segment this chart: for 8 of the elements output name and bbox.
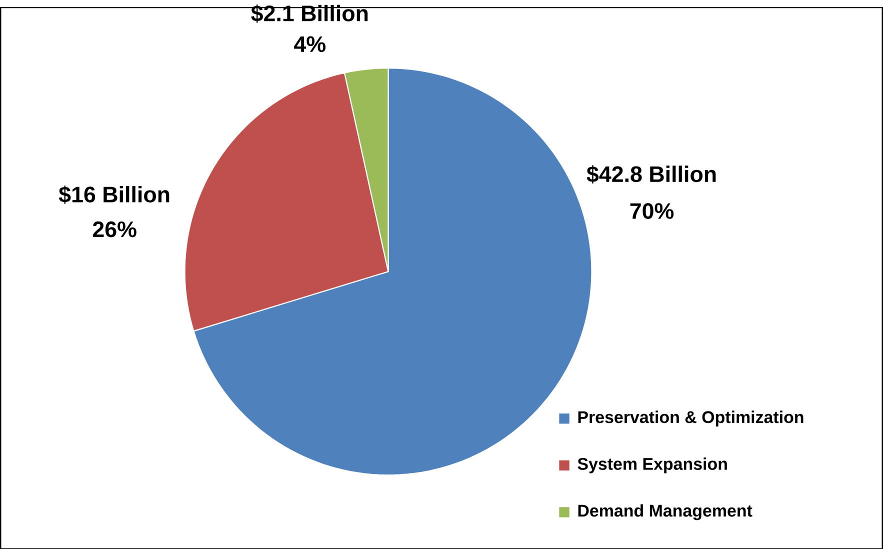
legend-label: Demand Management	[578, 504, 752, 520]
data-label: $16 Billion	[58, 185, 170, 204]
text: 26%	[92, 221, 136, 238]
legend-label: Preservation & Optimization	[578, 410, 804, 426]
legend-label: System Expansion	[578, 457, 727, 474]
data-label: $42.8 Billion	[586, 165, 716, 184]
text: 4%	[294, 36, 326, 52]
text: 70%	[630, 202, 674, 219]
